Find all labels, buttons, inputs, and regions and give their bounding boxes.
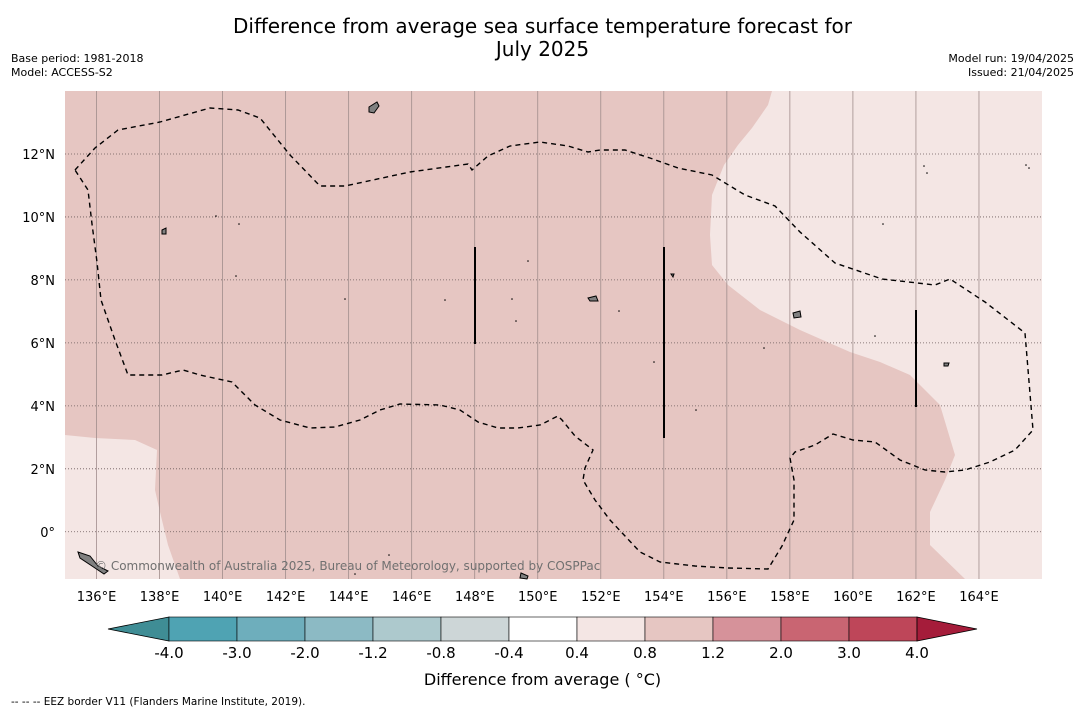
colorbar-tick-label: -1.2: [358, 644, 387, 662]
lon-tick-label: 150°E: [518, 590, 558, 605]
land-features: [77, 101, 950, 580]
lat-tick-label: 6°N: [31, 337, 56, 352]
issued-label: Issued: 21/04/2025: [967, 66, 1074, 79]
lon-tick-label: 160°E: [833, 590, 873, 605]
colorbar-ticks: -4.0 -3.0 -2.0 -1.2 -0.8 -0.4 0.4 0.8 1.2 2.0 3.0 4…: [154, 644, 929, 662]
island-small-2: [670, 273, 675, 279]
lon-tick-label: 152°E: [581, 590, 621, 605]
colorbar-segment: [644, 616, 714, 642]
lat-tick-label: 0°: [40, 526, 55, 541]
colorbar-segment: [508, 616, 578, 642]
colorbar-tick-label: -3.0: [222, 644, 251, 662]
base-period-label: Base period: 1981-2018: [11, 52, 144, 65]
chart-title: Difference from average sea surface temp…: [0, 15, 1085, 61]
title-line-2: July 2025: [495, 37, 590, 61]
anomaly-region-dark: [65, 91, 965, 579]
lon-tick-label: 136°E: [77, 590, 117, 605]
colorbar-tick-label: -0.4: [494, 644, 523, 662]
colorbar-segment: [304, 616, 374, 642]
lon-tick-label: 154°E: [644, 590, 684, 605]
lon-tick-label: 148°E: [455, 590, 495, 605]
colorbar-tick-label: -0.8: [426, 644, 455, 662]
colorbar-extend-high: [916, 616, 978, 642]
island-north: [368, 101, 380, 114]
lat-tick-label: 12°N: [22, 148, 55, 163]
colorbar-title: Difference from average ( °C): [423, 670, 662, 689]
model-run-label: Model run: 19/04/2025: [948, 52, 1074, 65]
colorbar-tick-label: -4.0: [154, 644, 183, 662]
colorbar-segment: [712, 616, 782, 642]
colorbar-tick-label: 3.0: [837, 644, 861, 662]
title-line-1: Difference from average sea surface temp…: [232, 14, 852, 38]
colorbar-tick-label: 1.2: [701, 644, 725, 662]
colorbar-tick-label: 2.0: [769, 644, 793, 662]
island-cluster: [587, 295, 599, 302]
colorbar-tick-label: -2.0: [290, 644, 319, 662]
lon-tick-label: 164°E: [959, 590, 999, 605]
colorbar-segments: [107, 616, 978, 642]
lon-tick-label: 158°E: [770, 590, 810, 605]
colorbar-segment: [440, 616, 510, 642]
lat-tick-label: 10°N: [22, 211, 55, 226]
island-west: [161, 227, 167, 235]
lat-tick-label: 2°N: [31, 463, 56, 478]
tiny-islets: [215, 164, 1030, 575]
lon-tick-label: 138°E: [140, 590, 180, 605]
lat-tick-label: 4°N: [31, 400, 56, 415]
meta-left: Base period: 1981-2018 Model: ACCESS-S2: [11, 52, 143, 80]
colorbar-segment: [372, 616, 442, 642]
model-label: Model: ACCESS-S2: [11, 66, 113, 79]
gridlines: [65, 91, 1042, 579]
lon-tick-label: 144°E: [329, 590, 369, 605]
latitude-labels: 12°N 10°N 8°N 6°N 4°N 2°N 0°: [22, 148, 55, 541]
lon-tick-label: 142°E: [266, 590, 306, 605]
island-east: [792, 310, 802, 319]
colorbar-tick-label: 4.0: [905, 644, 929, 662]
longitude-labels: 136°E 138°E 140°E 142°E 144°E 146°E 148°E 150°E…: [77, 590, 999, 605]
island-south: [519, 572, 529, 580]
lon-tick-label: 156°E: [707, 590, 747, 605]
colorbar-segment: [576, 616, 646, 642]
lon-tick-label: 140°E: [203, 590, 243, 605]
island-small-1: [943, 362, 950, 367]
eez-border: [74, 107, 1034, 570]
island-southwest: [77, 551, 109, 575]
colorbar-segment: [848, 616, 918, 642]
colorbar-segment: [168, 616, 238, 642]
colorbar-segment: [780, 616, 850, 642]
colorbar-extend-low: [107, 616, 170, 642]
lat-tick-label: 8°N: [31, 274, 56, 289]
colorbar-tick-label: 0.4: [565, 644, 589, 662]
meta-right: Model run: 19/04/2025 Issued: 21/04/2025: [948, 52, 1074, 80]
lon-tick-label: 146°E: [392, 590, 432, 605]
watermark: © Commonwealth of Australia 2025, Bureau…: [95, 559, 600, 573]
longitude-markers: [474, 247, 917, 438]
colorbar-segment: [236, 616, 306, 642]
lon-tick-label: 162°E: [896, 590, 936, 605]
footnote: -- -- -- EEZ border V11 (Flanders Marine…: [11, 696, 306, 708]
colorbar-tick-label: 0.8: [633, 644, 657, 662]
